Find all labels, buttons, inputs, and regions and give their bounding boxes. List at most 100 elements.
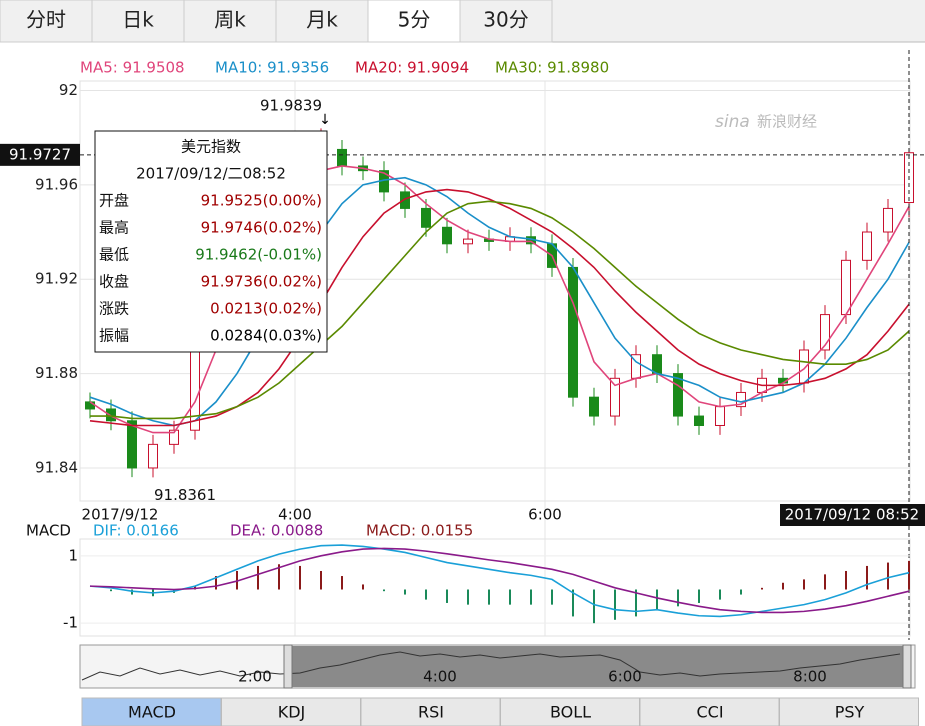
indicator-tab[interactable]: MACD <box>81 697 222 726</box>
tab-bg <box>0 0 93 43</box>
low-annotation: 91.8361 <box>154 486 216 504</box>
info-date: 2017/09/12/二08:52 <box>136 165 286 183</box>
candle-body <box>463 238 473 245</box>
info-value: 91.9525(0.00%) <box>201 192 322 210</box>
indicator-tab-bg <box>221 697 361 726</box>
macd-title: MACD <box>26 522 71 540</box>
info-label: 最低 <box>99 246 129 264</box>
navigator-line <box>81 651 901 681</box>
indicator-tab-label: PSY <box>835 703 865 722</box>
indicator-tab[interactable]: CCI <box>639 697 780 726</box>
tab[interactable]: 分时 <box>0 0 93 43</box>
candle-body <box>736 391 746 408</box>
navigator-label: 2:00 <box>238 668 272 686</box>
candle-body <box>883 207 893 233</box>
info-value: 0.0213(0.02%) <box>210 300 322 318</box>
watermark-logo: sina <box>715 112 750 132</box>
indicator-tab[interactable]: PSY <box>779 697 919 726</box>
candle-body <box>820 314 830 351</box>
info-value: 91.9736(0.02%) <box>201 273 322 291</box>
macd-tick-label: -1 <box>63 614 78 632</box>
navigator[interactable] <box>79 644 916 689</box>
candle-body <box>715 406 725 426</box>
tab-bg <box>183 0 277 43</box>
tab[interactable]: 周k <box>183 0 277 43</box>
candle-body <box>652 354 662 375</box>
legend-entry: MA10: 91.9356 <box>215 59 329 77</box>
indicator-tab-label: KDJ <box>278 703 306 722</box>
indicator-tab-bg <box>360 697 501 726</box>
x-tick-label: 4:00 <box>278 506 312 524</box>
indicator-tab-label: RSI <box>418 703 444 722</box>
watermark-text: 新浪财经 <box>757 113 817 131</box>
info-label: 最高 <box>99 219 129 237</box>
legend-entry: MA20: 91.9094 <box>355 59 469 77</box>
candle-body <box>148 443 158 469</box>
candle-body <box>568 266 578 398</box>
info-title: 美元指数 <box>181 138 241 156</box>
crosshair-label: 91.9727 <box>9 145 71 163</box>
info-value: 0.0284(0.03%) <box>210 327 322 345</box>
info-label: 收盘 <box>99 273 129 291</box>
info-value: 91.9746(0.02%) <box>201 219 322 237</box>
tab[interactable]: 30分 <box>459 0 553 43</box>
y-tick-label: 91.96 <box>35 175 78 193</box>
info-label: 开盘 <box>99 192 129 210</box>
navigator-handle[interactable] <box>283 644 293 689</box>
ma-line <box>90 200 910 420</box>
navigator-label: 6:00 <box>608 668 642 686</box>
ma-line <box>89 176 910 427</box>
candle-body <box>589 396 599 417</box>
y-tick-label: 91.92 <box>35 270 78 288</box>
candle-body <box>442 226 452 245</box>
indicator-tab-label: BOLL <box>550 703 591 722</box>
candle-body <box>106 408 116 422</box>
crosshair-time-bg <box>780 504 925 526</box>
macd-tick-label: 1 <box>68 546 78 564</box>
candle-body <box>169 429 179 445</box>
price-frame <box>79 80 911 502</box>
tab-label: 月k <box>306 8 338 32</box>
tab-label: 日k <box>122 8 154 32</box>
macd-legend: MACD: 0.0155 <box>366 522 473 540</box>
indicator-tab-bg <box>500 697 640 726</box>
info-value: 91.9462(-0.01%) <box>195 246 322 264</box>
tab-label: 5分 <box>398 8 431 32</box>
arrow: ↓ <box>319 112 331 128</box>
candle-body <box>610 377 620 417</box>
candle-body <box>862 231 872 261</box>
candle-body <box>841 259 851 316</box>
legend-entry: MA5: 91.9508 <box>80 59 185 77</box>
x-tick-label: 6:00 <box>528 506 562 524</box>
candle-body <box>673 373 683 417</box>
y-tick-label: 92 <box>59 81 78 99</box>
macd-legend: DEA: 0.0088 <box>230 522 323 540</box>
tab[interactable]: 5分 <box>367 0 461 43</box>
candle-body <box>400 191 410 209</box>
tab[interactable]: 日k <box>91 0 185 43</box>
indicator-tab-label: CCI <box>696 703 723 722</box>
indicator-tab[interactable]: KDJ <box>221 697 361 726</box>
candle-body <box>127 420 137 469</box>
tab-label: 分时 <box>26 8 66 32</box>
ma-line <box>89 188 910 427</box>
info-label: 振幅 <box>99 327 129 345</box>
indicator-tab-bg <box>779 697 919 726</box>
indicator-tab[interactable]: BOLL <box>500 697 640 726</box>
crosshair-time: 2017/09/12 08:52 <box>785 506 919 524</box>
macd-line <box>89 544 910 618</box>
tab-label: 30分 <box>483 8 528 32</box>
macd-legend: DIF: 0.0166 <box>93 522 179 540</box>
info-box <box>94 130 328 353</box>
indicator-tab[interactable]: RSI <box>360 697 501 726</box>
info-label: 涨跌 <box>99 300 129 318</box>
candle-body <box>337 148 347 167</box>
navigator-handle[interactable] <box>902 644 912 689</box>
x-tick-label: 2017/9/12 <box>82 506 159 524</box>
navigator-label: 8:00 <box>793 668 827 686</box>
high-annotation: 91.9839 <box>260 97 322 115</box>
crosshair-label-bg <box>0 143 80 166</box>
tab[interactable]: 月k <box>275 0 369 43</box>
